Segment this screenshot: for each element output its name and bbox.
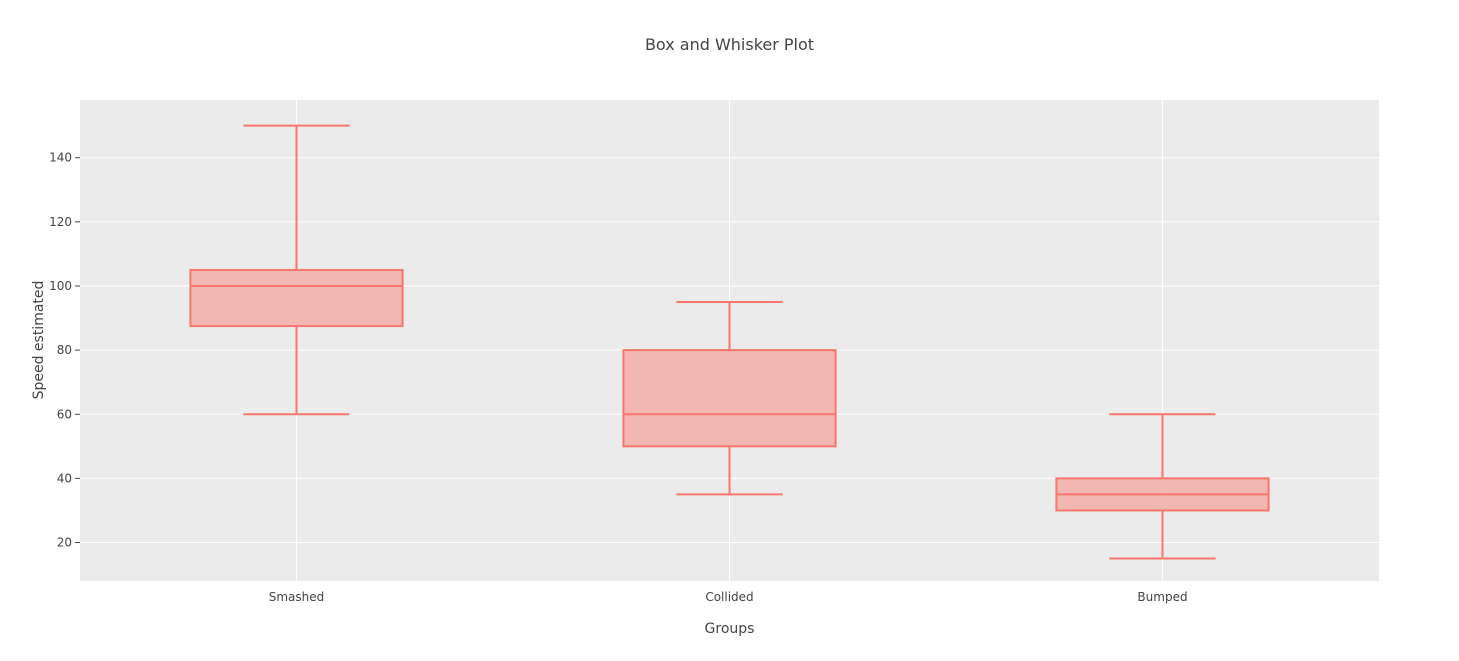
iqr-box	[622, 349, 837, 448]
y-tick-label: 80	[57, 343, 72, 357]
box-smashed	[189, 124, 404, 416]
chart-title: Box and Whisker Plot	[645, 35, 814, 54]
x-axis-ticks: Smashed Collided Bumped	[269, 590, 1188, 604]
y-tick-label: 40	[57, 471, 72, 485]
box-bumped	[1055, 413, 1270, 560]
y-tick-label: 20	[57, 536, 72, 550]
x-tick-label: Bumped	[1137, 590, 1187, 604]
y-tick-label: 100	[49, 279, 72, 293]
y-axis-ticks: 20 40 60 80 100 120 140	[49, 151, 80, 550]
boxes-layer	[189, 124, 1270, 560]
y-tick-label: 60	[57, 407, 72, 421]
x-tick-label: Smashed	[269, 590, 325, 604]
x-tick-label: Collided	[705, 590, 753, 604]
y-tick-label: 140	[49, 151, 72, 165]
x-axis-title: Groups	[705, 621, 755, 637]
y-axis-title: Speed estimated	[31, 281, 47, 400]
box-collided	[622, 301, 837, 496]
iqr-box	[189, 268, 404, 328]
y-tick-label: 120	[49, 215, 72, 229]
